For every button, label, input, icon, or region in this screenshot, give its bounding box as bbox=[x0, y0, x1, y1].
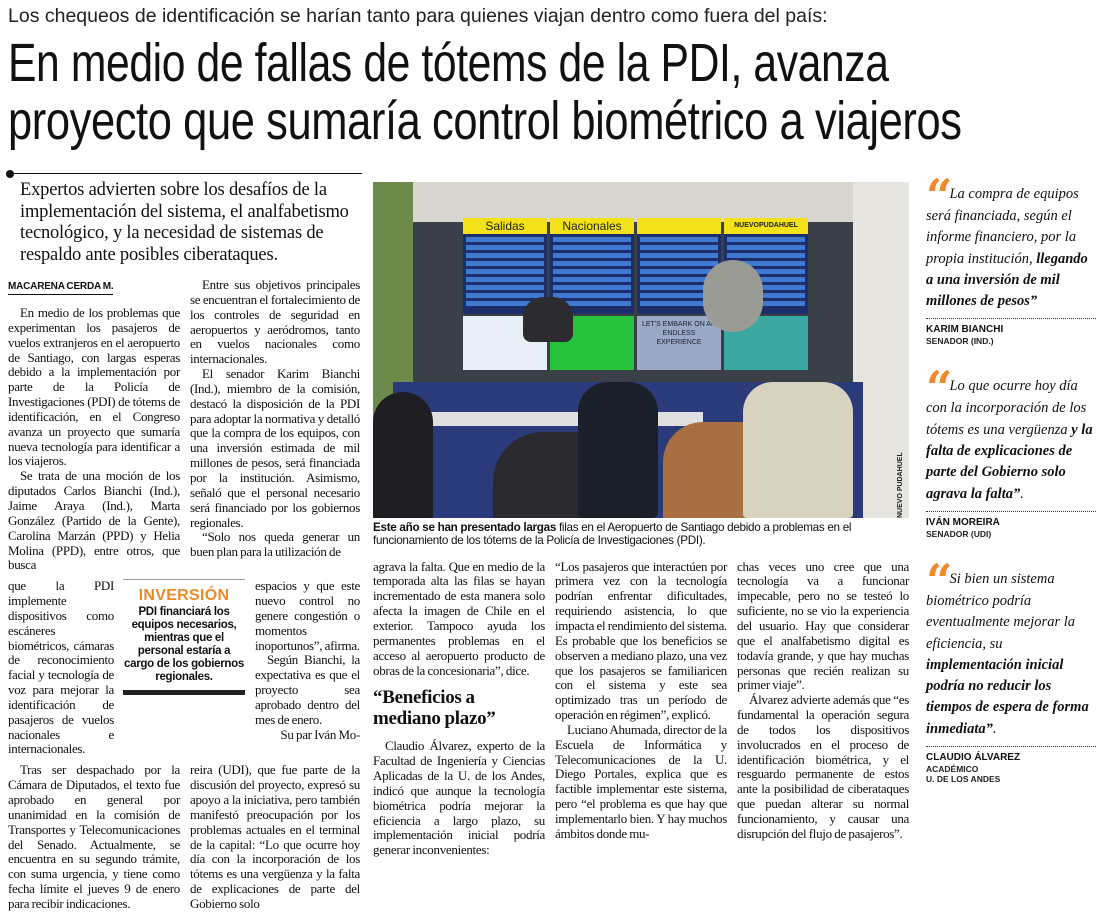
paragraph: “Solo nos queda generar un buen plan par… bbox=[190, 529, 360, 560]
divider bbox=[926, 746, 1096, 748]
paragraph: Su par Iván Mo- bbox=[280, 726, 360, 742]
paragraph: Según Bianchi, la expectativa es que el … bbox=[255, 652, 360, 727]
subheading: “Beneficios a mediano plazo” bbox=[373, 687, 496, 730]
paragraph: “Los pasajeros que interactúen por prime… bbox=[555, 558, 727, 723]
pull-quote: “Si bien un sistema biométrico podría ev… bbox=[926, 558, 1096, 785]
column-1-top: MACARENA CERDA M. En medio de los proble… bbox=[8, 278, 180, 573]
paragraph: Se trata de una moción de los diputados … bbox=[8, 468, 180, 573]
divider bbox=[12, 173, 362, 174]
quote-role: SENADOR (IND.) bbox=[926, 336, 994, 347]
board-title bbox=[637, 218, 721, 234]
paragraph: que la PDI implemente dispositivos como … bbox=[8, 578, 114, 757]
investment-box: INVERSIÓN PDI financiará los equipos nec… bbox=[123, 579, 245, 696]
column-5: chas veces uno cree que una tecnología v… bbox=[737, 558, 909, 859]
divider bbox=[926, 318, 1096, 320]
paragraph: Álvarez advierte además que “es fundamen… bbox=[737, 692, 909, 841]
column-2-top: Entre sus objetivos principales se encue… bbox=[190, 277, 360, 560]
sidebar-quotes: “La compra de equipos será financiada, s… bbox=[926, 173, 1096, 785]
paragraph: chas veces uno cree que una tecnología v… bbox=[737, 558, 909, 693]
paragraph: Entre sus objetivos principales se encue… bbox=[190, 277, 360, 367]
paragraph: En medio de los problemas que experiment… bbox=[8, 305, 180, 469]
airport-photo: Salidas Nacionales NUEVOPUDAHUEL LET'S E… bbox=[373, 182, 909, 518]
board-title: Nacionales bbox=[550, 218, 634, 234]
article-columns: MACARENA CERDA M. En medio de los proble… bbox=[8, 277, 360, 912]
quote-role: ACADÉMICO bbox=[926, 764, 979, 775]
divider bbox=[926, 510, 1096, 512]
quote-affiliation: U. DE LOS ANDES bbox=[926, 774, 1001, 785]
middle-area: Salidas Nacionales NUEVOPUDAHUEL LET'S E… bbox=[373, 182, 909, 858]
quote-author: IVÁN MOREIRA bbox=[926, 516, 1000, 528]
paragraph: El senador Karim Bianchi (Ind.), miembro… bbox=[190, 366, 360, 530]
photo-caption: Este año se han presentado largas filas … bbox=[373, 521, 909, 548]
column-1-narrow: que la PDI implemente dispositivos como … bbox=[8, 578, 114, 757]
quote-author: KARIM BIANCHI bbox=[926, 324, 1004, 336]
kicker: Los chequeos de identificación se harían… bbox=[8, 5, 828, 27]
column-3: agrava la falta. Que en medio de la temp… bbox=[373, 558, 545, 859]
ad-text: LET'S EMBARK ON AN ENDLESS EXPERIENCE bbox=[637, 316, 721, 370]
deck: Expertos advierten sobre los desafíos de… bbox=[20, 180, 349, 265]
headline-line-2: proyecto que sumaría control biométrico … bbox=[8, 91, 962, 151]
column-2-narrow: espacios y que este nuevo control no gen… bbox=[255, 578, 360, 742]
investment-title: INVERSIÓN bbox=[138, 587, 230, 605]
caption-text: filas en el Aeropuerto de Santiago debid… bbox=[373, 521, 852, 548]
caption-lead: Este año se han presentado largas bbox=[373, 521, 557, 534]
board-logo: NUEVOPUDAHUEL bbox=[724, 218, 808, 234]
board-title: Salidas bbox=[463, 218, 547, 234]
quote-role: SENADOR (UDI) bbox=[926, 528, 992, 539]
column-4: “Los pasajeros que interactúen por prime… bbox=[555, 558, 727, 859]
photo-credit: NUEVO PUDAHUEL bbox=[897, 422, 909, 518]
paragraph: espacios y que este nuevo control no gen… bbox=[255, 578, 360, 653]
bullet-icon bbox=[6, 170, 14, 178]
pull-quote: “Lo que ocurre hoy día con la incorporac… bbox=[926, 365, 1096, 539]
paragraph: agrava la falta. Que en medio de la temp… bbox=[373, 558, 545, 678]
quote-author: CLAUDIO ÁLVAREZ bbox=[926, 752, 1021, 764]
left-area: Expertos advierten sobre los desafíos de… bbox=[8, 180, 360, 912]
bottom-columns: agrava la falta. Que en medio de la temp… bbox=[373, 558, 909, 859]
pull-quote: “La compra de equipos será financiada, s… bbox=[926, 173, 1096, 347]
paragraph: Claudio Álvarez, experto de la Facultad … bbox=[373, 738, 545, 858]
paragraph: Luciano Ahumada, director de la Escuela … bbox=[555, 721, 727, 841]
headline-line-1: En medio de fallas de tótems de la PDI, … bbox=[8, 33, 889, 93]
byline: MACARENA CERDA M. bbox=[8, 281, 114, 295]
investment-text: PDI financiará los equipos necesarios, m… bbox=[124, 606, 244, 684]
